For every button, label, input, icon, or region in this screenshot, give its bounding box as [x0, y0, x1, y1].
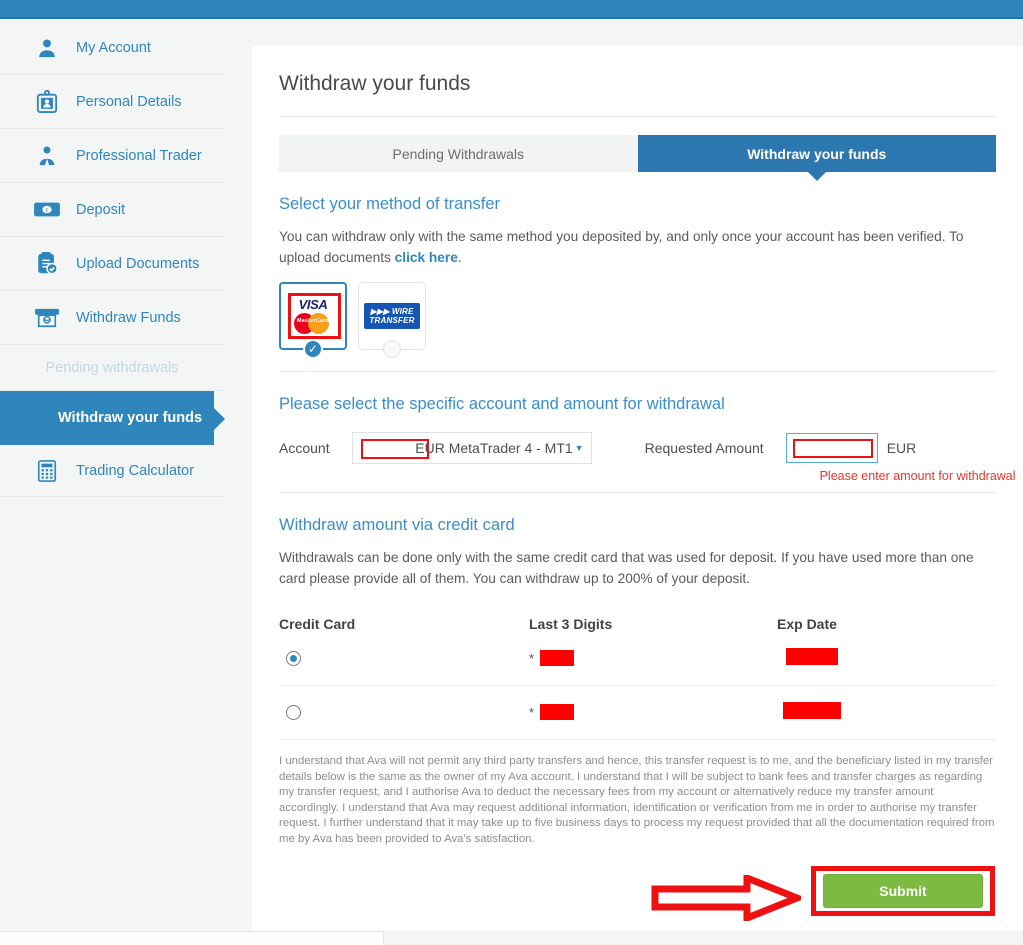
- column-header-credit-card: Credit Card: [279, 616, 356, 632]
- tab-pending-withdrawals[interactable]: Pending Withdrawals: [279, 135, 638, 172]
- sidebar-item-my-account[interactable]: My Account: [0, 21, 224, 75]
- masked-star: *: [529, 650, 535, 666]
- credit-card-table: Credit Card Last 3 Digits Exp Date *: [279, 616, 996, 740]
- annotation-highlight-box: [360, 439, 429, 459]
- chevron-down-icon: ▼: [574, 443, 584, 453]
- sidebar-item-deposit[interactable]: € Deposit: [0, 183, 224, 237]
- sidebar-item-upload-documents[interactable]: Upload Documents: [0, 237, 224, 291]
- masked-star: *: [529, 704, 535, 720]
- account-select[interactable]: EUR MetaTrader 4 - MT1 ▼: [351, 432, 592, 464]
- submit-button-label: Submit: [879, 883, 927, 899]
- submit-row: Submit: [252, 857, 1023, 921]
- account-select-value: EUR MetaTrader 4 - MT1: [415, 440, 573, 456]
- page-title: Withdraw your funds: [279, 72, 471, 95]
- column-header-last-3-digits: Last 3 Digits: [529, 616, 613, 632]
- section-heading-method: Select your method of transfer: [279, 195, 501, 213]
- section-divider-2: [279, 492, 996, 493]
- mastercard-logo-icon: MasterCard: [294, 313, 332, 334]
- account-label: Account: [279, 440, 330, 456]
- atm-icon: [32, 304, 62, 332]
- table-row[interactable]: *: [279, 632, 996, 686]
- currency-label: EUR: [886, 440, 917, 456]
- red-arrow-annotation: [651, 875, 801, 921]
- sidebar-item-label: Deposit: [76, 201, 126, 218]
- tab-bar: Pending Withdrawals Withdraw your funds: [279, 135, 996, 181]
- method-description-text: You can withdraw only with the same meth…: [279, 229, 964, 265]
- title-divider: [279, 116, 996, 117]
- mastercard-logo-text: MasterCard: [296, 318, 330, 324]
- method-description-tail: .: [457, 250, 462, 265]
- annotation-highlight-box: [792, 439, 873, 458]
- svg-text:€: €: [45, 208, 49, 214]
- click-here-link[interactable]: click here: [394, 250, 458, 265]
- amount-error-message: Please enter amount for withdrawal: [819, 469, 1016, 483]
- visa-logo-text: VISA: [298, 297, 328, 312]
- calculator-icon: [32, 457, 62, 485]
- businessman-icon: [32, 142, 62, 170]
- requested-amount-input[interactable]: [785, 433, 878, 463]
- redaction-block: [539, 703, 574, 720]
- id-badge-icon: [32, 88, 62, 116]
- requested-amount-label: Requested Amount: [644, 440, 764, 456]
- legal-disclaimer: I understand that Ava will not permit an…: [279, 755, 995, 845]
- tab-label: Withdraw your funds: [747, 145, 887, 162]
- section-heading-credit-card: Withdraw amount via credit card: [279, 516, 515, 534]
- main-content-panel: Withdraw your funds Pending Withdrawals …: [252, 46, 1023, 931]
- sidebar-item-label: Trading Calculator: [76, 462, 194, 479]
- credit-card-description: Withdrawals can be done only with the sa…: [279, 550, 974, 586]
- sidebar-item-trading-calculator[interactable]: Trading Calculator: [0, 445, 224, 497]
- sidebar: My Account Personal Details: [0, 21, 252, 931]
- selected-check-icon: ✓: [303, 339, 323, 359]
- credit-card-cell: [279, 651, 529, 666]
- sidebar-item-withdraw-your-funds-selected[interactable]: Withdraw your funds: [0, 391, 225, 445]
- section-heading-account: Please select the specific account and a…: [279, 395, 725, 413]
- submit-button[interactable]: Submit: [823, 874, 983, 908]
- exp-date-cell: [777, 647, 996, 670]
- account-amount-row: Account EUR MetaTrader 4 - MT1 ▼ Request…: [279, 432, 1016, 483]
- method-description: You can withdraw only with the same meth…: [279, 226, 979, 268]
- browser-download-bar[interactable]: [0, 931, 384, 945]
- exp-date-cell: [777, 701, 996, 724]
- tab-label: Pending Withdrawals: [392, 145, 524, 162]
- sidebar-item-pending-withdrawals[interactable]: Pending withdrawals: [0, 345, 224, 391]
- wire-transfer-logo: ▶▶▶ WIRE TRANSFER: [364, 303, 420, 329]
- last-3-digits-cell: *: [529, 703, 777, 722]
- banknote-icon: €: [32, 196, 62, 224]
- sidebar-item-label: Withdraw your funds: [58, 409, 203, 426]
- sidebar-item-label: My Account: [76, 39, 151, 56]
- sidebar-item-professional-trader[interactable]: Professional Trader: [0, 129, 224, 183]
- person-icon: [32, 34, 62, 62]
- clipboard-check-icon: [32, 250, 62, 278]
- redaction-block: [786, 647, 838, 665]
- top-blue-bar: [0, 0, 1023, 19]
- sidebar-item-label: Professional Trader: [76, 147, 202, 164]
- sidebar-item-withdraw-funds[interactable]: Withdraw Funds: [0, 291, 224, 345]
- method-card-visa-mastercard[interactable]: VISA MasterCard ✓: [279, 282, 347, 359]
- section-divider-1: [279, 371, 996, 372]
- requested-amount-group: Requested Amount EUR Please enter amount…: [644, 433, 1016, 483]
- tab-withdraw-your-funds[interactable]: Withdraw your funds: [637, 135, 996, 181]
- sidebar-item-personal-details[interactable]: Personal Details: [0, 75, 224, 129]
- credit-card-radio-selected[interactable]: [286, 651, 301, 666]
- method-radio-unselected[interactable]: [383, 340, 401, 358]
- credit-card-cell: [279, 705, 529, 720]
- sidebar-item-label: Upload Documents: [76, 255, 200, 272]
- column-header-exp-date: Exp Date: [777, 616, 837, 632]
- last-3-digits-cell: *: [529, 649, 777, 668]
- annotation-highlight-box: Submit: [811, 866, 995, 916]
- table-row[interactable]: *: [279, 686, 996, 740]
- redaction-block: [783, 701, 841, 719]
- method-card-wire-transfer[interactable]: ▶▶▶ WIRE TRANSFER: [358, 282, 426, 358]
- wire-line-2: TRANSFER: [369, 316, 415, 325]
- wire-line-1: ▶▶▶ WIRE: [370, 307, 414, 316]
- sidebar-item-label: Personal Details: [76, 93, 182, 110]
- credit-card-radio-unselected[interactable]: [286, 705, 301, 720]
- sidebar-item-label: Pending withdrawals: [45, 359, 179, 376]
- payment-method-list: VISA MasterCard ✓ ▶▶▶ WIRE TRANSFER: [279, 282, 1023, 359]
- table-header-row: Credit Card Last 3 Digits Exp Date: [279, 616, 996, 632]
- sidebar-item-label: Withdraw Funds: [76, 309, 181, 326]
- redaction-block: [539, 649, 574, 666]
